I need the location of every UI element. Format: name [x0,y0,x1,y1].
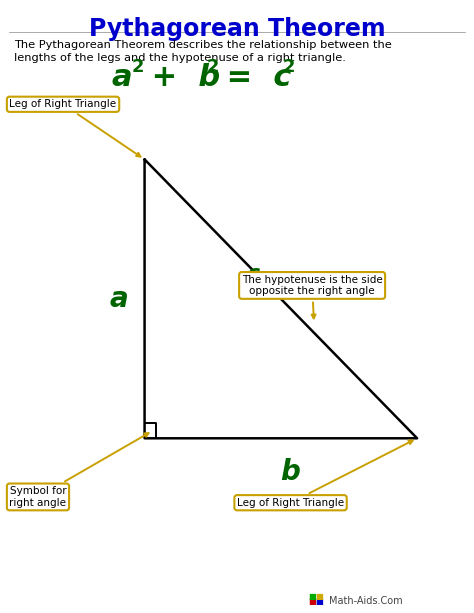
Text: a: a [109,285,128,313]
Text: Symbol for
right angle: Symbol for right angle [9,433,148,508]
Text: c: c [246,264,259,284]
Text: ■: ■ [315,592,323,601]
Text: lengths of the legs and the hypotenuse of a right triangle.: lengths of the legs and the hypotenuse o… [14,53,346,63]
Text: Pythagorean Theorem: Pythagorean Theorem [89,17,385,41]
Text: 2: 2 [206,58,219,76]
Text: a: a [111,63,132,93]
Text: ■: ■ [308,596,316,606]
Text: +  b: + b [141,63,220,93]
Text: 2: 2 [132,58,144,76]
Text: Leg of Right Triangle: Leg of Right Triangle [9,99,140,156]
Text: 2: 2 [283,58,295,76]
Text: Leg of Right Triangle: Leg of Right Triangle [237,441,413,508]
Text: The Pythagorean Theorem describes the relationship between the: The Pythagorean Theorem describes the re… [14,40,392,50]
Text: Math-Aids.Com: Math-Aids.Com [329,596,403,606]
Text: The hypotenuse is the side
opposite the right angle: The hypotenuse is the side opposite the … [242,275,383,318]
Text: ■: ■ [315,596,323,606]
Text: =  c: = c [216,63,291,93]
Text: b: b [281,458,300,486]
Text: ■: ■ [308,592,316,601]
